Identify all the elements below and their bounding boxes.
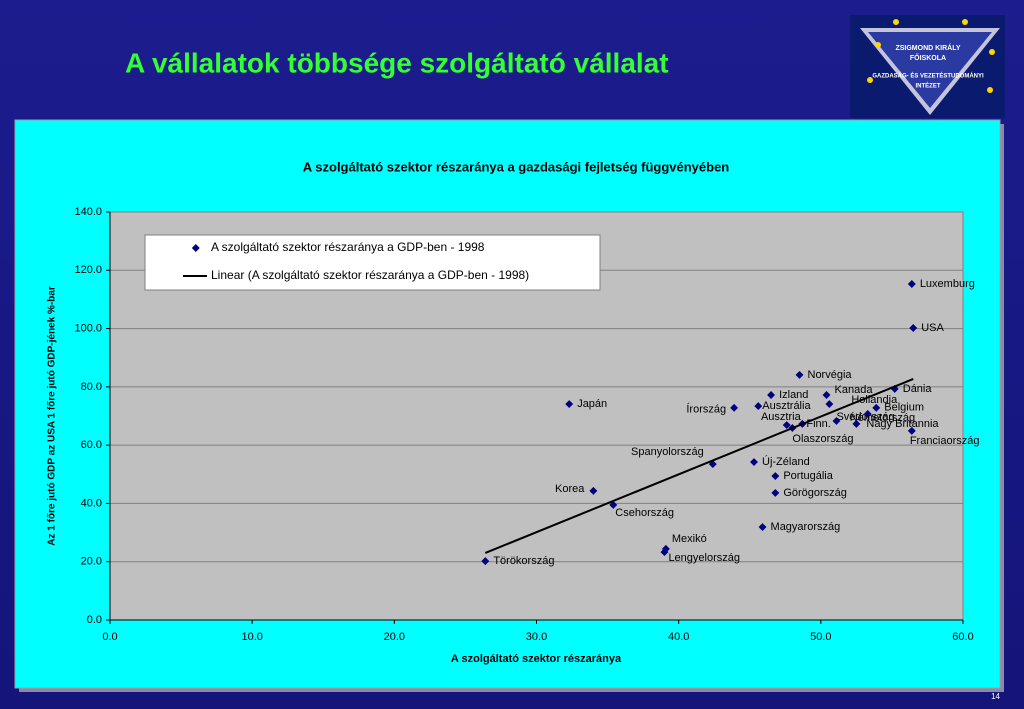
point-label: Lengyelország [668, 552, 740, 564]
y-tick-label: 140.0 [74, 206, 102, 218]
point-label: Ausztrália [762, 400, 811, 412]
point-label: Dánia [903, 383, 933, 395]
marker [909, 324, 918, 332]
point-label: Luxemburg [920, 278, 975, 290]
point-label: Csehország [615, 507, 674, 519]
page-number: 14 [991, 692, 1000, 701]
point-label: Hollandia [851, 394, 898, 406]
point-label: Olaszország [792, 433, 853, 445]
legend-label: A szolgáltató szektor részaránya a GDP-b… [211, 240, 485, 254]
logo-text: INTÉZET [916, 82, 941, 90]
y-tick-label: 100.0 [74, 322, 102, 334]
marker [660, 548, 669, 557]
point-label: Kanada [835, 384, 874, 396]
point-label: Franciaország [910, 435, 980, 447]
y-tick-label: 0.0 [87, 614, 102, 626]
point-label: Ausztria [761, 411, 802, 423]
chart-title: A szolgáltató szektor részaránya a gazda… [303, 159, 730, 174]
y-axis-label: Az 1 főre jutó GDP az USA 1 főre jutó GD… [47, 286, 58, 546]
marker [863, 410, 872, 418]
point-label: Spanyolország [631, 446, 704, 458]
point-label: Norvégia [808, 369, 853, 381]
x-tick-label: 60.0 [952, 631, 973, 643]
y-tick-label: 80.0 [81, 381, 102, 393]
point-label: Finn. [806, 418, 830, 430]
marker [771, 488, 780, 497]
point-label: Izland [779, 389, 808, 401]
x-tick-label: 20.0 [384, 631, 405, 643]
point-label: Portugália [783, 470, 833, 482]
point-label: Svédország [836, 411, 894, 423]
point-label: Mexikó [672, 533, 707, 545]
marker [767, 391, 776, 399]
point-label: Írország [686, 403, 726, 416]
x-tick-label: 10.0 [241, 631, 262, 643]
legend [144, 234, 601, 291]
y-tick-label: 20.0 [81, 556, 102, 568]
logo-text: FŐISKOLA [910, 53, 946, 62]
x-tick-label: 30.0 [526, 631, 547, 643]
plot: 0.0 20.0 40.0 60.0 80.0 100.0 120.0 140.0 0.0 10.… [74, 206, 979, 643]
point-label: Belgium [884, 402, 924, 414]
marker [771, 472, 780, 480]
legend-label: Linear (A szolgáltató szektor részaránya… [211, 268, 529, 282]
point-label: Korea [555, 483, 585, 495]
marker [589, 486, 598, 495]
marker [609, 500, 618, 509]
legend-marker [191, 244, 200, 252]
point-label: Magyarország [771, 521, 841, 533]
point-label: Nagy Britannia [866, 418, 939, 430]
logo-text: GAZDASÁG- ÉS VEZETÉSTUDOMÁNYI [872, 72, 984, 80]
marker [822, 391, 831, 399]
slide-title: A vállalatok többsége szolgáltató vállal… [125, 47, 669, 78]
point-label: Görögország [783, 487, 847, 499]
point-label: Törökország [493, 555, 554, 567]
marker [754, 402, 763, 411]
x-tick-label: 0.0 [102, 631, 117, 643]
y-tick-label: 60.0 [81, 439, 102, 451]
marker [795, 370, 804, 379]
point-label: USA [921, 322, 944, 334]
y-tick-label: 40.0 [81, 497, 102, 509]
marker [730, 403, 739, 412]
logo-text: ZSIGMOND KIRÁLY [895, 43, 960, 52]
trend-line [484, 378, 914, 554]
point-label: Japán [577, 398, 607, 410]
x-axis-label: A szolgáltató szektor részaránya [451, 653, 622, 665]
point-label: Németország [850, 412, 915, 424]
y-tick-label: 120.0 [74, 264, 102, 276]
logo: ZSIGMOND KIRÁLY FŐISKOLA GAZDASÁG- ÉS VE… [850, 15, 1005, 118]
point-label: Új-Zéland [762, 455, 810, 468]
x-tick-label: 50.0 [810, 631, 831, 643]
x-tick-label: 40.0 [668, 631, 689, 643]
